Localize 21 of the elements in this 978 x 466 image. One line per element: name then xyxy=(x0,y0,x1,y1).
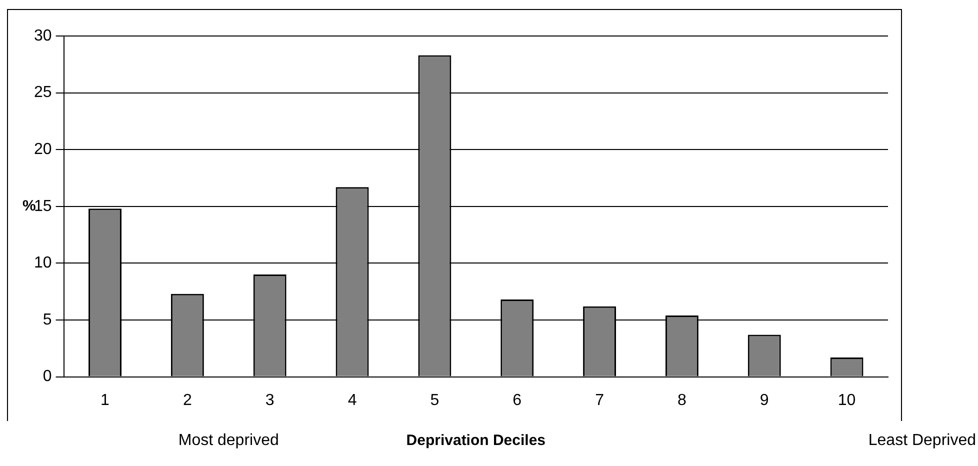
y-tick-label: 5 xyxy=(42,311,52,328)
x-tick-label: 3 xyxy=(265,392,274,409)
x-tick-label: 8 xyxy=(677,392,686,409)
x-tick-label: 1 xyxy=(100,392,110,409)
text: Least Deprived xyxy=(868,432,976,450)
y-tick-label: 20 xyxy=(34,141,52,158)
y-tick-label: 15 xyxy=(34,198,52,215)
x-tick-label: 6 xyxy=(512,392,522,409)
y-tick-label: 10 xyxy=(34,254,52,272)
x-axis-title: Deprivation Deciles xyxy=(406,432,546,449)
text: Most deprived xyxy=(178,432,279,450)
y-tick-label: 25 xyxy=(34,84,52,102)
x-tick-label: 5 xyxy=(430,392,440,409)
x-tick-label: 4 xyxy=(348,392,357,409)
x-tick-label: 2 xyxy=(182,392,192,409)
x-tick-label: 10 xyxy=(838,392,856,409)
y-tick-label: 30 xyxy=(34,27,52,44)
x-tick-label: 7 xyxy=(595,392,604,409)
x-tick-label: 9 xyxy=(760,392,769,409)
y-axis-title: % xyxy=(22,198,36,215)
y-tick-label: 0 xyxy=(42,368,52,386)
